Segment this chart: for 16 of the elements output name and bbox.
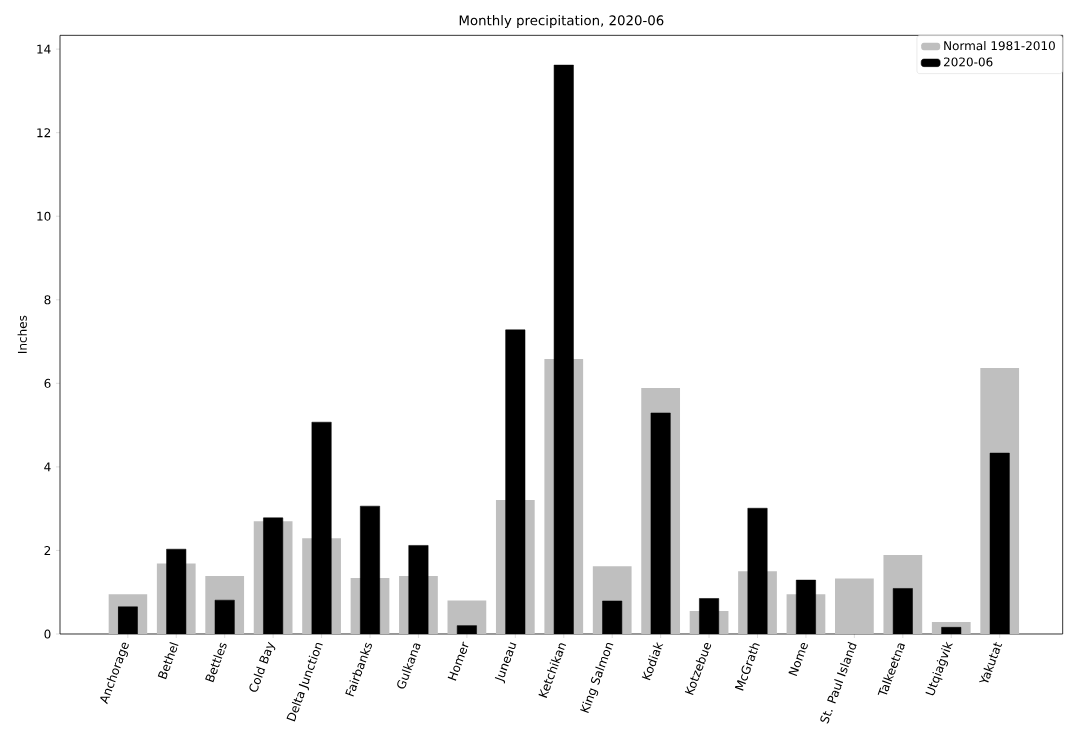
y-tick-label: 14: [37, 44, 51, 54]
y-tick-label: 8: [44, 295, 51, 305]
y-tick-label: 6: [44, 378, 51, 388]
x-tick-label: Cold Bay: [249, 641, 276, 692]
bar: [835, 578, 874, 634]
legend-label: Normal 1981-2010: [944, 40, 1055, 51]
y-axis-title: Inches: [17, 315, 27, 353]
y-tick-label: 10: [37, 211, 51, 221]
chart-title: Monthly precipitation, 2020-06: [459, 15, 664, 28]
legend-label: 2020-06: [943, 57, 993, 67]
y-tick-label: 4: [44, 462, 51, 472]
y-tick-label: 0: [44, 629, 51, 639]
y-tick-label: 2: [44, 545, 51, 555]
x-tick-label: St. Paul Island: [820, 641, 857, 724]
x-tick-label: Nome: [788, 642, 808, 677]
y-tick-label: 12: [37, 128, 51, 138]
